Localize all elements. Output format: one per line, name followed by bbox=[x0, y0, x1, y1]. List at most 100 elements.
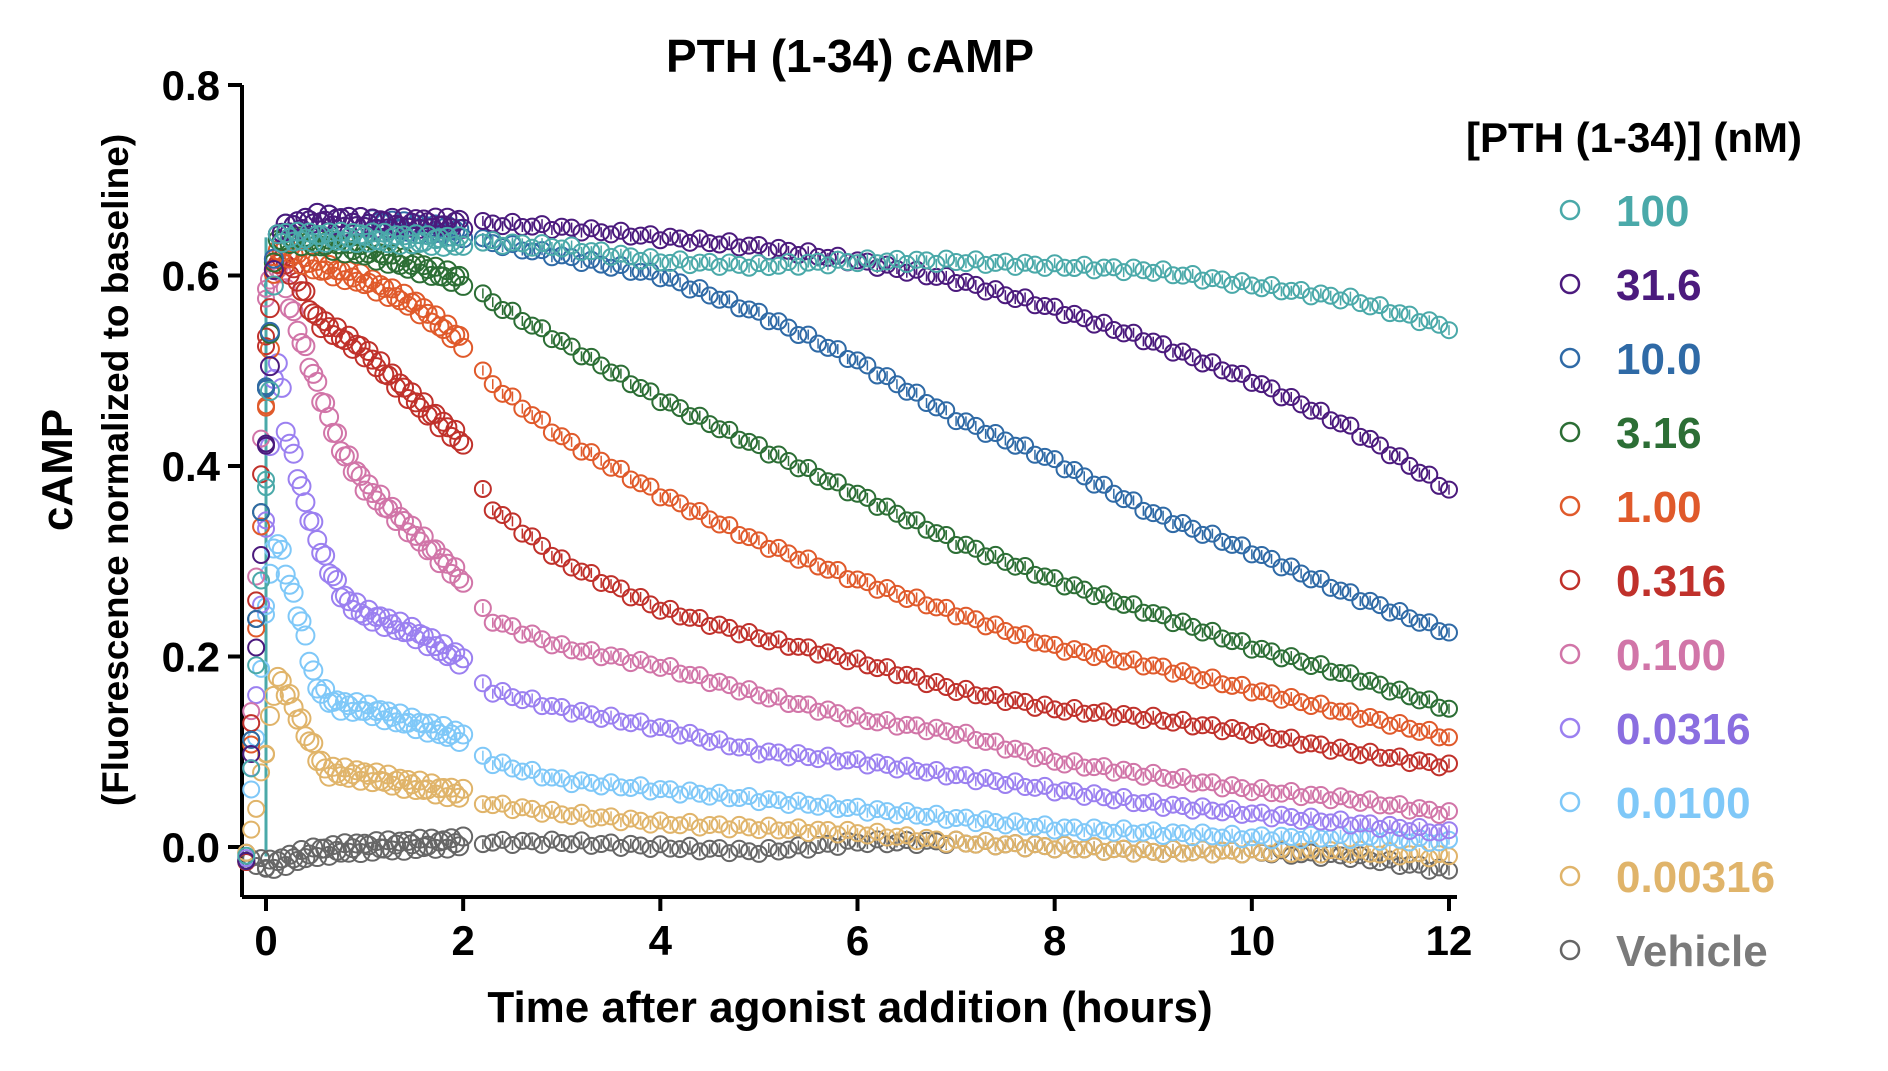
data-point bbox=[1370, 796, 1389, 815]
data-point bbox=[1035, 815, 1054, 834]
data-point bbox=[917, 763, 936, 782]
data-point bbox=[562, 807, 581, 826]
data-point bbox=[1242, 783, 1261, 802]
data-point bbox=[291, 333, 312, 354]
data-point bbox=[730, 682, 749, 701]
data-point bbox=[680, 723, 699, 742]
data-point bbox=[799, 325, 818, 344]
data-point bbox=[1420, 465, 1439, 484]
data-point bbox=[1292, 788, 1311, 807]
data-point bbox=[789, 836, 808, 855]
data-point bbox=[1154, 826, 1173, 845]
data-point bbox=[927, 254, 946, 273]
data-point bbox=[1065, 258, 1084, 277]
data-point bbox=[1292, 280, 1311, 299]
data-point bbox=[740, 432, 759, 451]
y-axis-title: cAMP (Fluorescence normalized to baselin… bbox=[33, 134, 136, 806]
data-point bbox=[362, 208, 383, 229]
data-point bbox=[809, 252, 828, 271]
data-point bbox=[1252, 803, 1271, 822]
data-point bbox=[651, 253, 670, 272]
data-point bbox=[493, 300, 512, 319]
data-point bbox=[1144, 604, 1163, 623]
data-point bbox=[453, 275, 474, 296]
data-point bbox=[1252, 375, 1271, 394]
data-point bbox=[493, 614, 512, 633]
data-point bbox=[1025, 565, 1044, 584]
legend-label: 1.00 bbox=[1616, 483, 1702, 532]
legend-item-31.6: 31.6 bbox=[1559, 261, 1702, 310]
data-point bbox=[552, 427, 571, 446]
data-point bbox=[1193, 354, 1212, 373]
data-point bbox=[1075, 758, 1094, 777]
data-point bbox=[947, 725, 966, 744]
legend-marker bbox=[1559, 569, 1581, 591]
data-point bbox=[996, 740, 1015, 759]
data-point bbox=[1045, 700, 1064, 719]
data-point bbox=[641, 655, 660, 674]
data-point bbox=[789, 694, 808, 713]
data-point bbox=[291, 476, 312, 497]
data-point bbox=[868, 366, 887, 385]
data-point bbox=[1430, 858, 1449, 877]
data-point bbox=[907, 511, 926, 530]
data-point bbox=[749, 302, 768, 321]
data-point bbox=[483, 756, 502, 775]
data-point bbox=[1154, 798, 1173, 817]
data-point bbox=[513, 399, 532, 418]
data-point bbox=[429, 553, 450, 574]
data-point bbox=[1203, 773, 1222, 792]
data-point bbox=[247, 638, 266, 657]
data-point bbox=[252, 571, 271, 590]
data-point bbox=[1242, 828, 1261, 847]
data-point bbox=[651, 780, 670, 799]
data-point bbox=[1154, 844, 1173, 863]
data-point bbox=[1075, 309, 1094, 328]
data-point bbox=[1400, 609, 1419, 628]
data-point bbox=[740, 623, 759, 642]
data-point bbox=[1242, 683, 1261, 702]
data-point bbox=[257, 744, 275, 763]
data-point bbox=[572, 771, 591, 790]
data-point bbox=[878, 755, 897, 774]
data-point bbox=[1272, 388, 1291, 407]
data-point bbox=[247, 686, 266, 705]
data-point bbox=[283, 443, 304, 464]
data-point bbox=[572, 442, 591, 461]
data-point bbox=[1035, 447, 1054, 466]
data-point bbox=[809, 820, 828, 839]
x-tick-label: 12 bbox=[1426, 917, 1473, 964]
data-point bbox=[1341, 742, 1360, 761]
data-point bbox=[1163, 823, 1182, 842]
data-point bbox=[390, 831, 411, 852]
data-point bbox=[789, 325, 808, 344]
data-point bbox=[631, 650, 650, 669]
data-point bbox=[338, 591, 359, 612]
data-point bbox=[611, 364, 630, 383]
data-point bbox=[1292, 830, 1311, 849]
data-point bbox=[907, 383, 926, 402]
data-point bbox=[552, 217, 571, 236]
data-point bbox=[730, 625, 749, 644]
data-point bbox=[299, 222, 320, 243]
data-point bbox=[996, 286, 1015, 305]
data-point bbox=[449, 568, 470, 589]
data-point bbox=[1321, 662, 1340, 681]
data-point bbox=[710, 672, 729, 691]
data-point bbox=[730, 255, 749, 274]
data-point bbox=[720, 820, 739, 839]
data-point bbox=[661, 268, 680, 287]
data-point bbox=[818, 834, 837, 853]
data-point bbox=[1016, 692, 1035, 711]
data-point bbox=[878, 710, 897, 729]
data-point bbox=[493, 830, 512, 849]
data-point bbox=[1045, 783, 1064, 802]
data-point bbox=[513, 691, 532, 710]
data-point bbox=[759, 632, 778, 651]
data-point bbox=[1045, 254, 1064, 273]
data-point bbox=[917, 675, 936, 694]
data-point bbox=[700, 286, 719, 305]
data-point bbox=[976, 810, 995, 829]
data-point bbox=[661, 815, 680, 834]
data-point bbox=[838, 350, 857, 369]
